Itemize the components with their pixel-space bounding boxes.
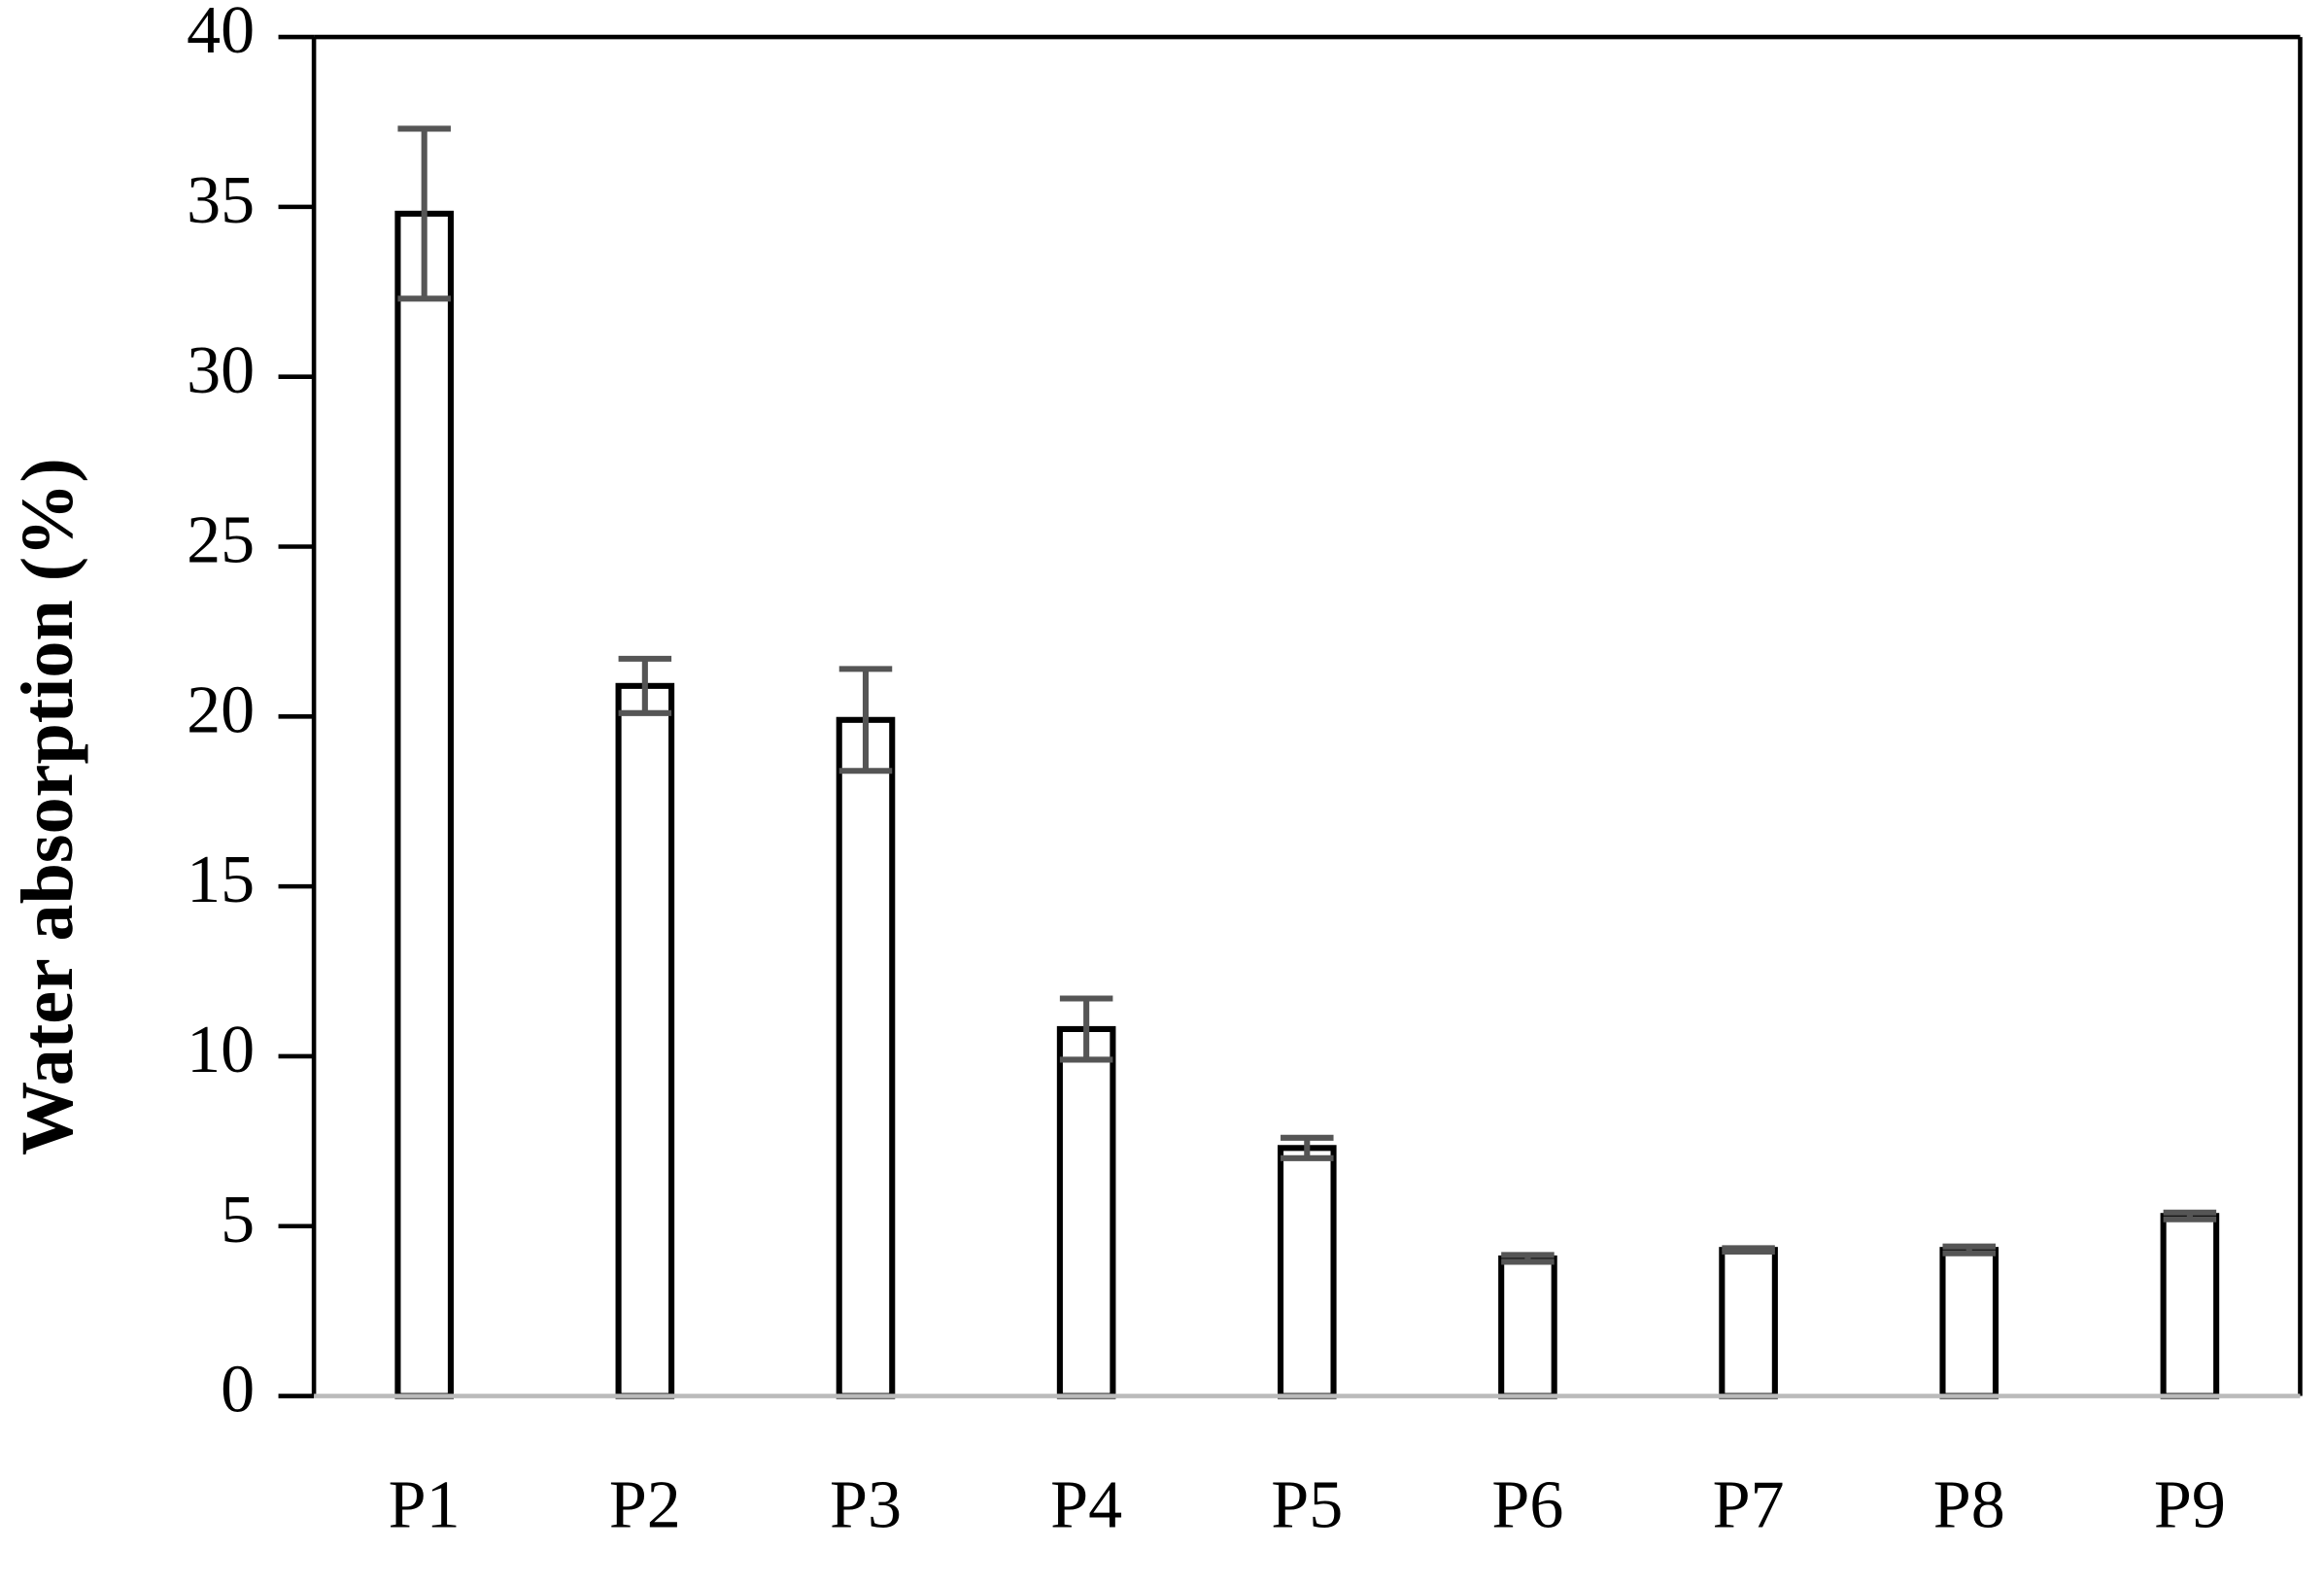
y-tick-label: 5 — [221, 1183, 255, 1257]
bar — [836, 716, 896, 1399]
bar — [615, 682, 675, 1399]
x-tick-label: P4 — [1050, 1467, 1122, 1542]
y-tick-label: 25 — [187, 503, 255, 578]
y-tick-label: 35 — [187, 163, 255, 238]
y-tick-label: 40 — [187, 0, 255, 68]
y-tick-label: 10 — [187, 1013, 255, 1087]
bar — [1719, 1247, 1778, 1399]
bar — [1498, 1255, 1557, 1399]
x-tick-label: P8 — [1933, 1467, 2005, 1542]
y-tick-label: 15 — [187, 843, 255, 917]
x-tick-label: P3 — [830, 1467, 902, 1542]
bar — [394, 210, 454, 1399]
x-tick-label: P2 — [609, 1467, 681, 1542]
y-tick-label: 30 — [187, 333, 255, 408]
bar — [2160, 1213, 2220, 1399]
x-tick-label: P1 — [389, 1467, 461, 1542]
x-tick-label: P5 — [1271, 1467, 1343, 1542]
y-tick-label: 20 — [187, 672, 255, 747]
y-axis-label: Water absorption (%) — [7, 458, 88, 1155]
bar — [1939, 1247, 1999, 1399]
bar — [1056, 1025, 1116, 1399]
y-tick-label: 0 — [221, 1353, 255, 1428]
bar — [1277, 1145, 1337, 1399]
x-tick-label: P7 — [1713, 1467, 1785, 1542]
x-tick-label: P6 — [1491, 1467, 1563, 1542]
x-tick-label: P9 — [2154, 1467, 2226, 1542]
